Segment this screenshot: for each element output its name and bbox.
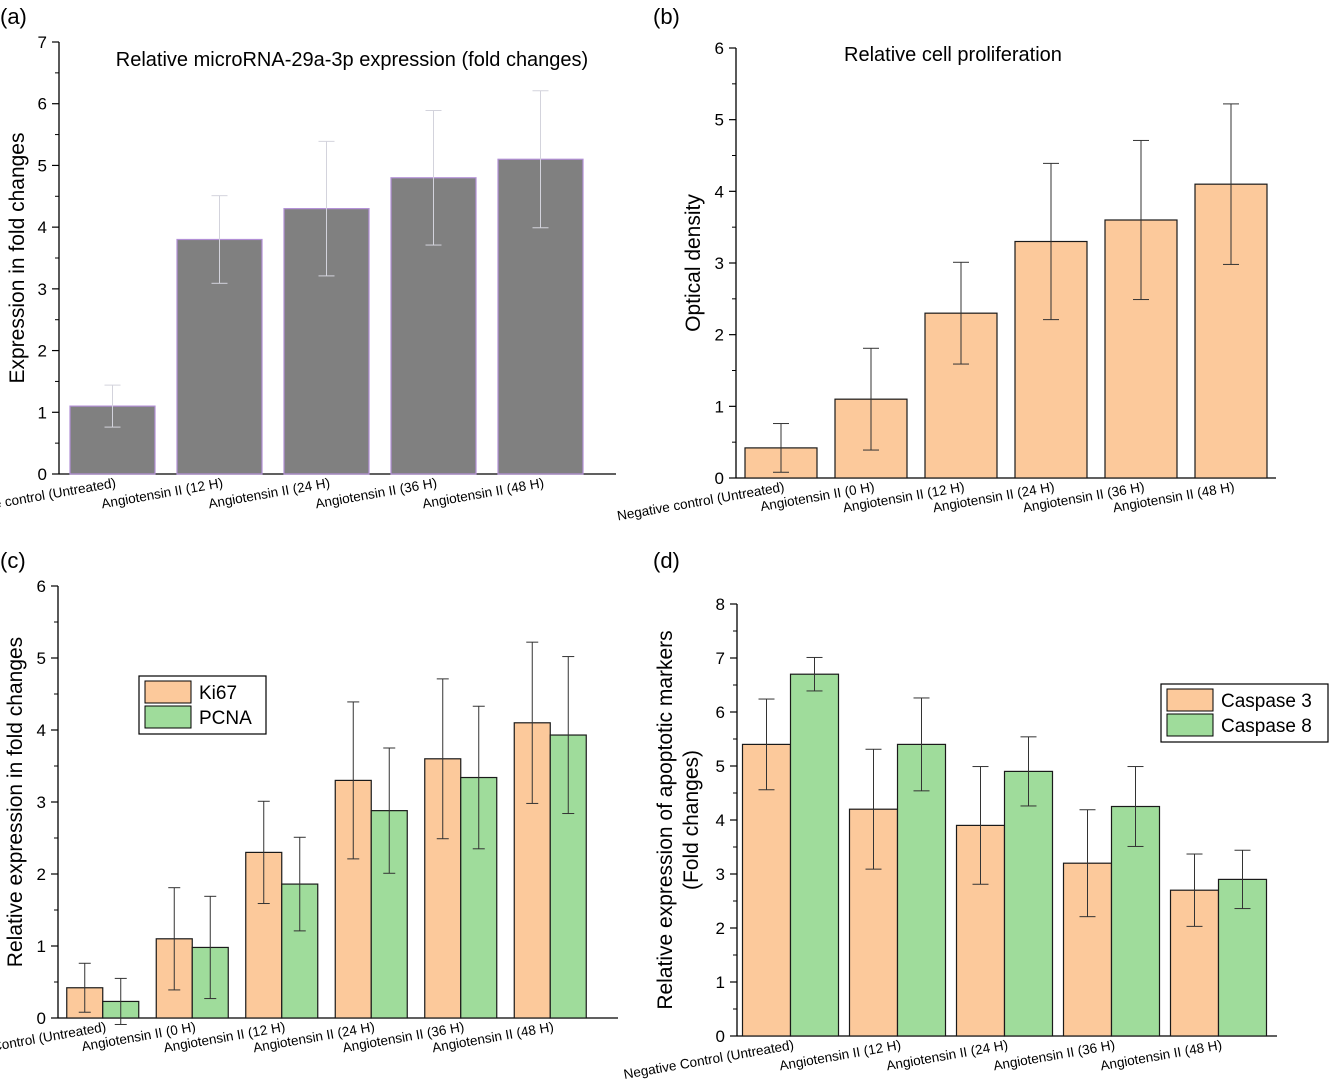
bar	[789, 673, 840, 1037]
legend-entry: Caspase 8	[1221, 716, 1312, 737]
y-tick-label: 6	[716, 703, 725, 722]
y-tick-label: 2	[716, 919, 725, 938]
x-tick-label: Angiotensin II (24 H)	[207, 475, 331, 511]
chart-panel-3: (c) 0 1 2 3 4 5 6 Relative expression in fold ch…	[0, 548, 618, 1064]
x-tick-label: Angiotensin II (24 H)	[885, 1037, 1009, 1073]
x-tick-label: Angiotensin II (48 H)	[1099, 1037, 1223, 1073]
y-tick-label: 2	[715, 326, 724, 345]
chart-title: Relative microRNA-29a-3p expression (fol…	[116, 49, 588, 71]
y-tick-label: 5	[715, 111, 724, 130]
legend: Caspase 3 Caspase 8	[1160, 683, 1329, 743]
bar	[283, 208, 370, 475]
bar	[741, 743, 792, 1037]
y-tick-label: 1	[38, 403, 47, 422]
y-tick-label: 7	[716, 649, 725, 668]
bar	[1003, 770, 1054, 1037]
y-axis-label: (Fold changes)	[680, 750, 703, 890]
legend-swatch	[144, 705, 192, 729]
legend-swatch	[1166, 713, 1214, 737]
x-tick-label: Angiotensin II (12 H)	[778, 1037, 902, 1073]
y-tick-label: 1	[715, 397, 724, 416]
y-tick-label: 0	[716, 1027, 725, 1046]
y-tick-label: 5	[37, 649, 46, 668]
legend-swatch	[1166, 688, 1214, 712]
y-axis-label: Relative expression of apoptotic markers	[654, 630, 677, 1009]
y-tick-label: 4	[716, 811, 725, 830]
chart-title: Relative cell proliferation	[844, 44, 1062, 66]
y-tick-label: 3	[37, 793, 46, 812]
legend-swatch	[144, 680, 192, 704]
y-tick-label: 0	[37, 1009, 46, 1028]
legend: Ki67 PCNA	[138, 675, 267, 735]
y-tick-label: 2	[38, 342, 47, 361]
legend-entry: PCNA	[199, 708, 252, 729]
chart-panel-1: (a) Relative microRNA-29a-3p expression (…	[0, 4, 616, 519]
y-tick-label: 5	[716, 757, 725, 776]
y-tick-label: 0	[715, 469, 724, 488]
y-tick-label: 4	[38, 218, 47, 237]
y-axis-label: Optical density	[682, 194, 705, 332]
y-tick-label: 6	[715, 39, 724, 58]
x-tick-label: Negative Control (Untreated)	[622, 1037, 795, 1082]
y-tick-label: 5	[38, 156, 47, 175]
y-axis-label: Relative expression in fold changes	[4, 637, 27, 967]
legend-entry: Caspase 3	[1221, 691, 1312, 712]
panel-label: (d)	[653, 548, 680, 573]
x-tick-label: Angiotensin II (12 H)	[100, 475, 224, 511]
y-tick-label: 1	[37, 937, 46, 956]
y-tick-label: 0	[38, 465, 47, 484]
x-tick-label: Angiotensin II (48 H)	[421, 475, 545, 511]
y-tick-label: 6	[38, 95, 47, 114]
y-tick-label: 3	[715, 254, 724, 273]
y-tick-label: 1	[716, 973, 725, 992]
x-tick-label: Angiotensin II (36 H)	[992, 1037, 1116, 1073]
y-tick-label: 7	[38, 33, 47, 52]
panel-label: (c)	[0, 548, 26, 573]
y-tick-label: 4	[37, 721, 46, 740]
y-tick-label: 3	[38, 280, 47, 299]
legend-entry: Ki67	[199, 683, 237, 704]
y-tick-label: 2	[37, 865, 46, 884]
y-tick-label: 3	[716, 865, 725, 884]
panel-label: (a)	[0, 4, 27, 29]
chart-panel-4: (d) 0 1 2 3 4 5 6 7 8 Relative expression of apopt…	[622, 548, 1329, 1082]
y-tick-label: 8	[716, 595, 725, 614]
chart-panel-2: (b) Relative cell proliferation 0 1 2 3 4 5 6 Opt…	[616, 4, 1276, 523]
x-tick-label: Angiotensin II (36 H)	[314, 475, 438, 511]
bar	[896, 743, 947, 1037]
panel-label: (b)	[653, 4, 680, 29]
y-axis-label: Expression in fold changes	[6, 133, 29, 384]
y-tick-label: 6	[37, 577, 46, 596]
y-tick-label: 4	[715, 182, 724, 201]
